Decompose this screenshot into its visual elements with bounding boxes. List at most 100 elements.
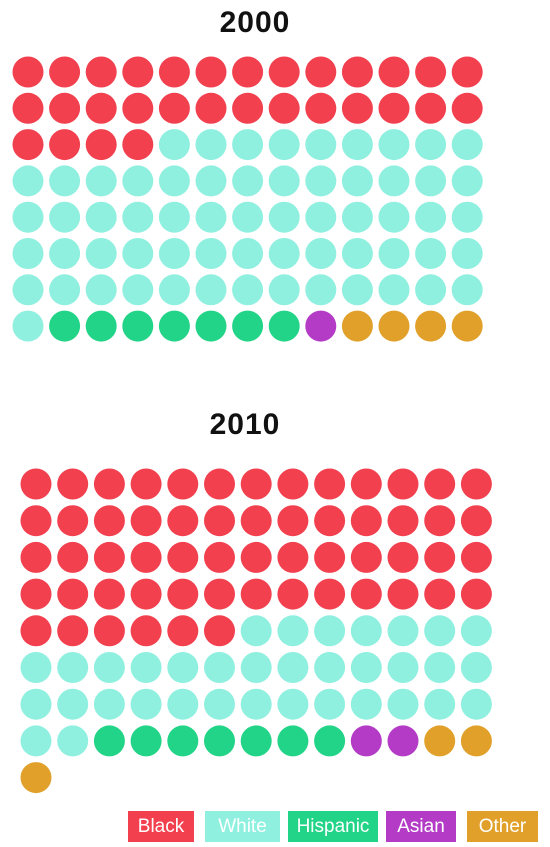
waffle-dot [167, 688, 199, 720]
waffle-dot [305, 165, 337, 197]
waffle-dot [350, 688, 382, 720]
waffle-dot [387, 505, 419, 537]
waffle-dot [195, 310, 227, 342]
legend-swatch [467, 811, 538, 842]
waffle-dot [460, 615, 492, 647]
waffle-dot [314, 615, 346, 647]
waffle-dot [314, 652, 346, 683]
waffle-dot [305, 56, 337, 88]
waffle-dot [387, 468, 419, 500]
waffle-dot [268, 92, 300, 124]
waffle-dot [240, 578, 272, 610]
waffle-dot [130, 541, 162, 573]
waffle-dot [158, 201, 190, 233]
waffle-dot [277, 541, 309, 573]
waffle-dot [305, 129, 337, 161]
waffle-dot [268, 310, 300, 342]
chart-title: 2000 [220, 6, 291, 39]
waffle-dot [57, 688, 89, 720]
waffle-dot [85, 238, 117, 269]
legend-label: Other [479, 816, 527, 837]
legend-swatch [288, 811, 378, 842]
waffle-dot [240, 468, 272, 500]
waffle-dot [378, 201, 410, 233]
waffle-dot [93, 541, 125, 573]
waffle-dot [378, 274, 410, 306]
waffle-dot [415, 310, 447, 342]
waffle-dot [12, 310, 44, 342]
waffle-dot [85, 310, 117, 342]
waffle-dot [130, 615, 162, 647]
waffle-dot [415, 165, 447, 197]
waffle-dot [350, 652, 382, 683]
waffle-dot [167, 615, 199, 647]
waffle-dot [277, 652, 309, 683]
waffle-dot [20, 468, 52, 500]
waffle-dot [240, 688, 272, 720]
waffle-dot [12, 56, 44, 88]
waffle-dot [122, 129, 154, 161]
waffle-dot [424, 468, 456, 500]
legend-swatch [128, 811, 194, 842]
waffle-dot [341, 274, 373, 306]
waffle-dot [158, 165, 190, 197]
chart-title: 2010 [210, 408, 281, 441]
waffle-dot [387, 725, 419, 757]
waffle-dot [20, 615, 52, 647]
legend-swatch [386, 811, 456, 842]
waffle-dot [240, 505, 272, 537]
waffle-dot [167, 578, 199, 610]
waffle-dot [341, 238, 373, 269]
waffle-dot [12, 165, 44, 197]
waffle-dot [240, 615, 272, 647]
waffle-dot [232, 165, 264, 197]
waffle-dot [93, 615, 125, 647]
waffle-dot [424, 652, 456, 683]
waffle-dot [341, 129, 373, 161]
waffle-dot [49, 56, 81, 88]
legend-swatch [205, 811, 280, 842]
waffle-dot [20, 505, 52, 537]
waffle-dot [451, 310, 483, 342]
waffle-dot [424, 688, 456, 720]
waffle-dot [195, 165, 227, 197]
waffle-dot [130, 468, 162, 500]
waffle-dot [85, 129, 117, 161]
waffle-dot [277, 615, 309, 647]
waffle-dot [204, 541, 235, 573]
waffle-dot [85, 165, 117, 197]
waffle-dot [204, 652, 235, 683]
waffle-dot [460, 578, 492, 610]
waffle-dot [167, 505, 199, 537]
waffle-dot [130, 688, 162, 720]
waffle-dot [240, 725, 272, 757]
waffle-dot [49, 165, 81, 197]
waffle-dot [85, 56, 117, 88]
waffle-dot [305, 92, 337, 124]
waffle-dot [12, 201, 44, 233]
waffle-dot [460, 688, 492, 720]
waffle-dot [57, 468, 89, 500]
waffle-dot [204, 615, 235, 647]
waffle-dot [378, 310, 410, 342]
waffle-dot [387, 688, 419, 720]
waffle-dot [57, 652, 89, 683]
waffle-dot [424, 578, 456, 610]
waffle-dot [277, 688, 309, 720]
waffle-dot [415, 92, 447, 124]
waffle-dot [85, 92, 117, 124]
waffle-dot [387, 541, 419, 573]
waffle-dot [451, 274, 483, 306]
waffle-dot [93, 468, 125, 500]
waffle-dot [268, 274, 300, 306]
waffle-dot [460, 541, 492, 573]
waffle-dot [424, 725, 456, 757]
waffle-dot [57, 541, 89, 573]
waffle-dot [341, 310, 373, 342]
waffle-dot [305, 274, 337, 306]
waffle-dot [350, 615, 382, 647]
waffle-dot [314, 725, 346, 757]
waffle-dot [195, 238, 227, 269]
waffle-dot [122, 238, 154, 269]
waffle-dot [268, 56, 300, 88]
